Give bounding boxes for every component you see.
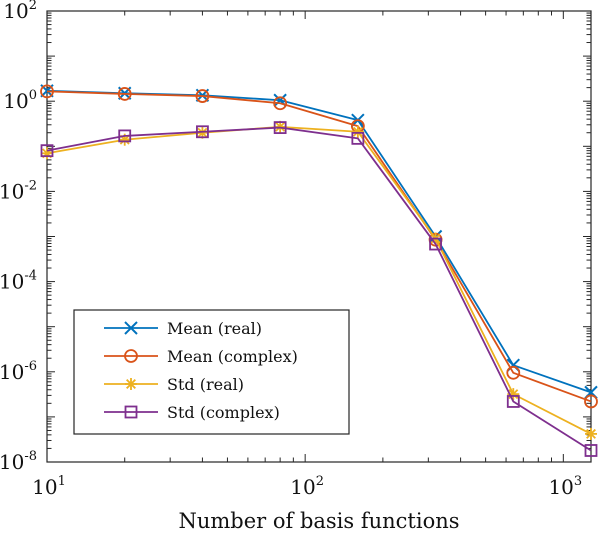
x-tick-label: 102: [290, 474, 324, 499]
data-point: [117, 87, 132, 101]
legend-entry: Mean (real): [104, 319, 262, 338]
y-tick-label: 10-6: [0, 359, 37, 384]
series-layer: [40, 84, 598, 457]
data-point: [40, 144, 54, 158]
y-tick-label: 102: [3, 0, 37, 23]
y-tick-label: 10-8: [0, 449, 37, 474]
legend: Mean (real) Mean (complex) Std (real) Std (…: [73, 309, 350, 435]
legend-box: [73, 309, 350, 435]
data-point: [273, 121, 287, 134]
y-tick-label: 10-2: [0, 178, 37, 203]
series-line-4: [46, 126, 592, 452]
data-point: [273, 96, 288, 111]
data-point: [506, 365, 521, 380]
legend-label: Mean (complex): [167, 347, 298, 366]
legend-label: Std (real): [167, 375, 244, 394]
data-point: [351, 131, 365, 145]
data-point: [40, 84, 54, 99]
legend-marker: [125, 378, 137, 390]
data-point: [118, 129, 132, 143]
x-axis-label: Number of basis functions: [178, 509, 459, 532]
data-point: [584, 394, 598, 409]
axes: [46, 10, 592, 463]
legend-entry: Std (real): [104, 375, 244, 394]
legend-entry: Std (complex): [104, 403, 280, 422]
y-tick-label: 10-4: [0, 269, 37, 294]
y-tick-label: 100: [3, 88, 37, 113]
legend-label: Mean (real): [167, 319, 262, 338]
legend-entry: Mean (complex): [104, 347, 298, 366]
data-point: [195, 89, 210, 103]
legend-marker: [124, 349, 138, 363]
data-point: [196, 125, 209, 139]
legend-label: Std (complex): [167, 403, 280, 422]
data-point: [506, 395, 520, 408]
data-point: [584, 444, 598, 457]
x-tick-label: 101: [32, 474, 66, 499]
series-line-2: [46, 90, 592, 403]
data-point: [585, 427, 597, 440]
data-point: [351, 125, 364, 138]
data-point: [507, 388, 520, 401]
data-point: [429, 237, 442, 251]
legend-marker: [124, 405, 138, 419]
series-line-3: [46, 125, 592, 435]
x-tick-label: 103: [548, 474, 582, 499]
legend-marker: [124, 321, 138, 335]
tick-labels: 101 102 103 102 100 10-2 10-4 10-6 10-8: [0, 0, 582, 499]
